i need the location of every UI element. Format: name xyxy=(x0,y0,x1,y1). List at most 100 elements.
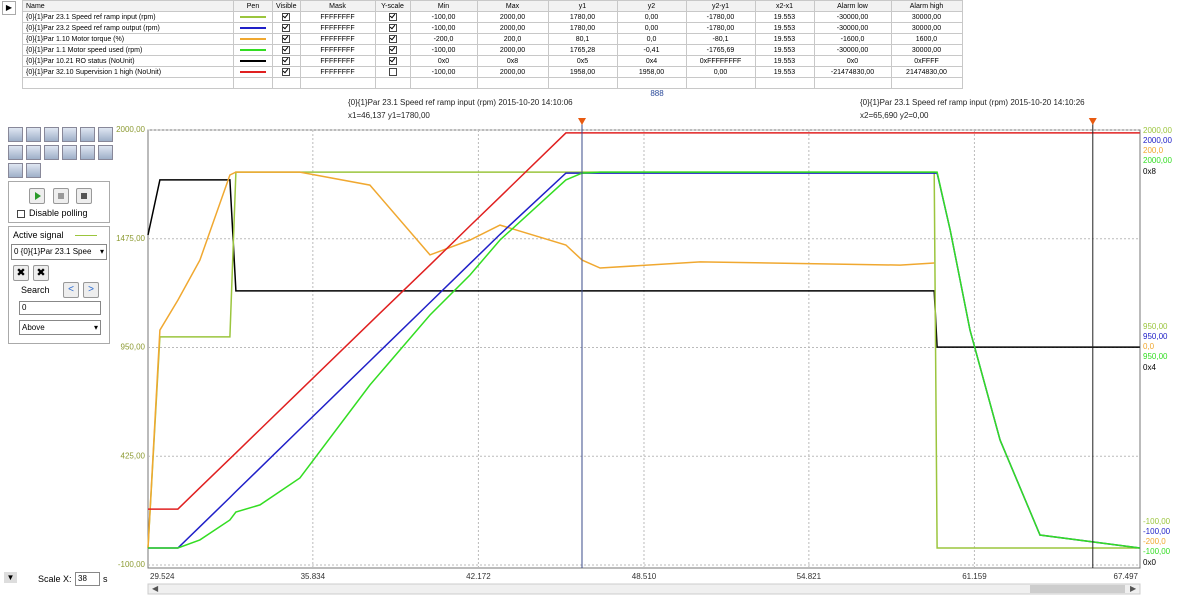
search-value: 0 xyxy=(22,303,27,312)
column-header: y2-y1 xyxy=(685,0,756,12)
pen-line xyxy=(240,27,266,29)
pause-button[interactable] xyxy=(53,188,69,204)
alarm-low-cell: 0x0 xyxy=(813,55,892,67)
y2-y1-cell: -80,1 xyxy=(685,33,756,45)
x2-x1-cell: 19.553 xyxy=(754,11,815,23)
delete-button[interactable]: ✖ xyxy=(13,265,29,281)
signal-row[interactable]: {0}{1}Par 32.10 Supervision 1 high (NoUn… xyxy=(22,66,963,78)
cursor-readout: x1=46,137 y1=1780,00 xyxy=(348,111,430,120)
polling-panel: Disable polling xyxy=(8,181,110,223)
cursor-title: {0}{1}Par 23.1 Speed ref ramp input (rpm… xyxy=(860,98,1085,107)
column-header: Min xyxy=(409,0,478,12)
signal-trace xyxy=(147,171,935,549)
checkbox[interactable] xyxy=(388,13,397,21)
toolbar-icon[interactable] xyxy=(98,145,113,160)
toolbar-icon[interactable] xyxy=(44,127,59,142)
toolbar-icon[interactable] xyxy=(98,127,113,142)
delete-all-button[interactable]: ✖ xyxy=(33,265,49,281)
pen-line xyxy=(240,60,266,62)
search-label: Search xyxy=(21,285,50,295)
y2-cell: 0,00 xyxy=(616,22,687,34)
y2-y1-cell: -1765,69 xyxy=(685,44,756,56)
right-axis-label: -200,0 xyxy=(1143,537,1166,546)
toolbar-icon[interactable] xyxy=(26,163,41,178)
empty-cell xyxy=(299,77,376,89)
polling-checkbox[interactable] xyxy=(17,210,25,218)
signal-row[interactable]: {0}{1}Par 1.1 Motor speed used (rpm) FFFF… xyxy=(22,44,963,56)
right-axis-label: 2000,00 xyxy=(1143,126,1172,135)
pen-line xyxy=(240,71,266,73)
checkbox[interactable] xyxy=(282,57,291,65)
x2-x1-cell: 19.553 xyxy=(754,33,815,45)
scrollbar xyxy=(147,583,1141,595)
stop-button[interactable] xyxy=(76,188,92,204)
toolbar-icon[interactable] xyxy=(8,127,23,142)
toolbar-icon[interactable] xyxy=(8,163,23,178)
empty-cell xyxy=(754,77,815,89)
search-prev[interactable]: < xyxy=(63,282,79,298)
max-cell: 2000,00 xyxy=(476,66,549,78)
checkbox[interactable] xyxy=(388,24,397,32)
checkbox[interactable] xyxy=(388,57,397,65)
scale-x-input[interactable]: 38 xyxy=(75,572,100,586)
mask-cell: FFFFFFFF xyxy=(299,22,376,34)
name-cell: {0}{1}Par 23.1 Speed ref ramp input (rpm… xyxy=(22,11,234,23)
toolbar-icon[interactable] xyxy=(80,127,95,142)
checkbox-cell xyxy=(272,33,301,45)
expand-button[interactable]: ▶ xyxy=(2,1,16,15)
signal-row[interactable]: {0}{1}Par 23.1 Speed ref ramp input (rpm… xyxy=(22,11,963,23)
cursor-handle xyxy=(1088,118,1097,125)
checkbox-cell xyxy=(374,22,411,34)
alarm-low-cell: -30000,00 xyxy=(813,44,892,56)
checkbox[interactable] xyxy=(282,46,291,54)
signal-select[interactable]: 0 {0}{1}Par 23.1 Spee ▾ xyxy=(11,244,107,260)
signal-row[interactable]: {0}{1}Par 10.21 RO status (NoUnit) FFFFFF… xyxy=(22,55,963,67)
scroll-left: ◀ xyxy=(152,584,159,593)
y-tick-label: 425,00 xyxy=(121,451,146,460)
toolbar-icon[interactable] xyxy=(8,145,23,160)
x-tick-label: 48.510 xyxy=(632,572,657,581)
checkbox[interactable] xyxy=(282,13,291,21)
scale-x-unit: s xyxy=(103,574,108,584)
y-tick-label: 950,00 xyxy=(121,343,146,352)
name-cell: {0}{1}Par 1.10 Motor torque (%) xyxy=(22,33,234,45)
right-axis-label: 2000,00 xyxy=(1143,136,1172,145)
toolbar-icon[interactable] xyxy=(62,145,77,160)
toolbar-icon[interactable] xyxy=(26,145,41,160)
column-header: Mask xyxy=(299,0,376,12)
alarm-high-cell: 30000,00 xyxy=(890,11,963,23)
min-cell: -100,00 xyxy=(409,44,478,56)
scrollbar-thumb xyxy=(1030,585,1125,593)
checkbox[interactable] xyxy=(282,35,291,43)
checkbox-cell xyxy=(374,66,411,78)
collapse-button[interactable]: ▼ xyxy=(4,572,17,583)
y2-y1-cell: -1780,00 xyxy=(685,11,756,23)
y1-cell: 80,1 xyxy=(547,33,618,45)
toolbar-icon[interactable] xyxy=(80,145,95,160)
checkbox[interactable] xyxy=(282,24,291,32)
x-tick-label: 54.821 xyxy=(797,572,822,581)
column-header: Alarm high xyxy=(890,0,963,12)
signal-row[interactable]: {0}{1}Par 1.10 Motor torque (%) FFFFFFFF -… xyxy=(22,33,963,45)
x2-x1-cell: 19.553 xyxy=(754,55,815,67)
toolbar-icon[interactable] xyxy=(44,145,59,160)
checkbox[interactable] xyxy=(388,35,397,43)
play-button[interactable] xyxy=(29,188,45,204)
empty-cell xyxy=(813,77,892,89)
column-header: Y-scale xyxy=(374,0,411,12)
search-next[interactable]: > xyxy=(83,282,99,298)
search-input[interactable]: 0 xyxy=(19,301,101,315)
max-cell: 2000,00 xyxy=(476,11,549,23)
right-axis-label: 0x0 xyxy=(1143,558,1156,567)
checkbox[interactable] xyxy=(388,46,397,54)
checkbox[interactable] xyxy=(388,68,397,76)
empty-cell xyxy=(233,77,273,89)
checkbox-cell xyxy=(272,44,301,56)
mask-cell: FFFFFFFF xyxy=(299,11,376,23)
pen-line xyxy=(240,38,266,40)
toolbar-icon[interactable] xyxy=(26,127,41,142)
toolbar-icon[interactable] xyxy=(62,127,77,142)
checkbox[interactable] xyxy=(282,68,291,76)
direction-select[interactable]: Above ▾ xyxy=(19,320,101,335)
signal-row[interactable]: {0}{1}Par 23.2 Speed ref ramp output (rp… xyxy=(22,22,963,34)
